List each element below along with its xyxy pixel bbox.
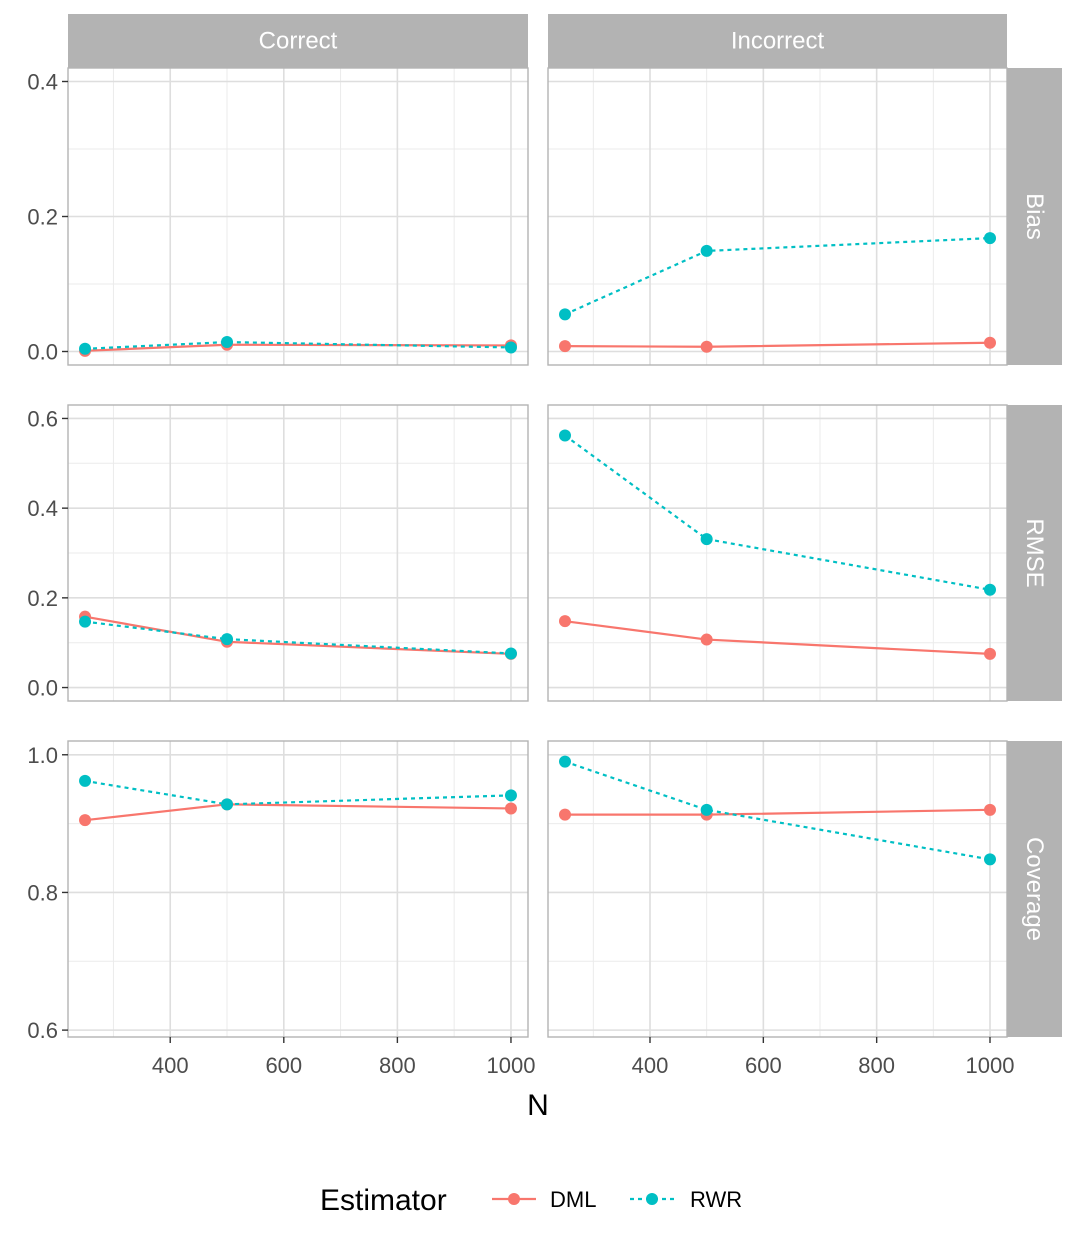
x-tick-label: 1000	[486, 1053, 535, 1078]
panel-coverage-incorrect	[547, 740, 1008, 1038]
x-tick-label: 400	[152, 1053, 189, 1078]
row-strip-background	[1007, 68, 1062, 365]
point-rwr-1000	[504, 341, 517, 354]
point-dml-1000	[984, 803, 996, 816]
point-dml-500	[700, 340, 713, 353]
legend-item-rwr: RWR	[630, 1187, 742, 1212]
legend-label: DML	[550, 1187, 596, 1212]
point-rwr-250	[79, 342, 92, 355]
row-strip-bias: Bias	[1007, 68, 1062, 365]
row-strip-label: Bias	[1021, 193, 1048, 240]
point-dml-250	[79, 814, 92, 827]
point-rwr-250	[79, 615, 92, 628]
column-strip-background	[68, 14, 528, 68]
row-strip-coverage: Coverage	[1007, 741, 1062, 1037]
x-tick-label: 400	[632, 1053, 669, 1078]
point-rwr-1000	[984, 232, 996, 245]
row-strip-label: Coverage	[1021, 837, 1048, 941]
point-dml-250	[559, 615, 571, 628]
column-strip-label: Correct	[259, 28, 338, 55]
x-tick-label: 800	[379, 1053, 416, 1078]
point-rwr-250	[79, 774, 92, 787]
panel-border	[67, 404, 529, 702]
column-strip-incorrect: Incorrect	[548, 14, 1007, 68]
point-rwr-500	[221, 798, 234, 811]
point-dml-1000	[984, 647, 996, 660]
panels-layer	[67, 67, 1008, 1038]
point-dml-1000	[504, 802, 517, 815]
panel-coverage-correct	[67, 740, 529, 1038]
y-tick-label: 1.0	[27, 743, 58, 768]
point-rwr-500	[700, 803, 713, 816]
panel-border	[67, 740, 529, 1038]
legend-key-point	[646, 1193, 658, 1205]
panel-bias-incorrect	[547, 67, 1008, 366]
point-dml-1000	[984, 336, 996, 349]
row-strip-background	[1007, 405, 1062, 701]
point-dml-250	[559, 808, 571, 821]
y-tick-label: 0.4	[27, 496, 58, 521]
point-rwr-1000	[984, 583, 996, 596]
y-tick-label: 0.8	[27, 880, 58, 905]
y-tick-label: 0.2	[27, 205, 58, 230]
panel-background	[68, 741, 528, 1037]
point-dml-250	[559, 340, 571, 353]
point-rwr-500	[700, 244, 713, 257]
series-line-rwr	[84, 340, 511, 350]
panel-bias-correct	[67, 67, 529, 366]
x-tick-label: 600	[265, 1053, 302, 1078]
x-tick-label: 600	[745, 1053, 782, 1078]
column-strip-label: Incorrect	[731, 28, 825, 55]
row-strip-label: RMSE	[1021, 518, 1048, 587]
row-strip-background	[1007, 741, 1062, 1037]
point-rwr-1000	[504, 647, 517, 660]
x-tick-label: 1000	[966, 1053, 1015, 1078]
series-line-rwr	[564, 760, 991, 861]
y-tick-label: 0.4	[27, 70, 58, 95]
point-rwr-250	[559, 755, 571, 768]
legend-label: RWR	[690, 1187, 742, 1212]
panel-rmse-incorrect	[547, 404, 1008, 702]
panel-background	[548, 741, 1007, 1037]
x-axis-title: N	[527, 1089, 549, 1122]
point-rwr-250	[559, 308, 571, 321]
y-tick-label: 0.0	[27, 340, 58, 365]
point-rwr-500	[221, 336, 234, 349]
column-strip-correct: Correct	[68, 14, 528, 68]
point-rwr-1000	[984, 853, 996, 866]
x-tick-label: 800	[858, 1053, 895, 1078]
series-line-rwr	[564, 434, 991, 591]
column-strip-background	[548, 14, 1007, 68]
legend-key-point	[508, 1193, 520, 1205]
point-rwr-500	[700, 533, 713, 546]
legend: Estimator DML RWR	[320, 1184, 742, 1217]
facet-strips-layer: Bias RMSE Coverage Correct Incorrect	[68, 14, 1062, 1037]
legend-title: Estimator	[320, 1184, 447, 1217]
row-strip-rmse: RMSE	[1007, 405, 1062, 701]
point-rwr-500	[221, 633, 234, 646]
y-tick-label: 0.6	[27, 406, 58, 431]
panel-rmse-correct	[67, 404, 529, 702]
point-rwr-1000	[504, 789, 517, 802]
y-tick-label: 0.6	[27, 1018, 58, 1043]
legend-item-dml: DML	[492, 1187, 596, 1212]
axes-layer: 0.0 0.2 0.4 0.0 0.2 0.4 0.6 0.6 0.8 1.0 400 600 800 1…	[27, 70, 1014, 1123]
point-rwr-250	[559, 429, 571, 442]
y-tick-label: 0.2	[27, 586, 58, 611]
point-dml-500	[700, 633, 713, 646]
y-tick-label: 0.0	[27, 676, 58, 701]
